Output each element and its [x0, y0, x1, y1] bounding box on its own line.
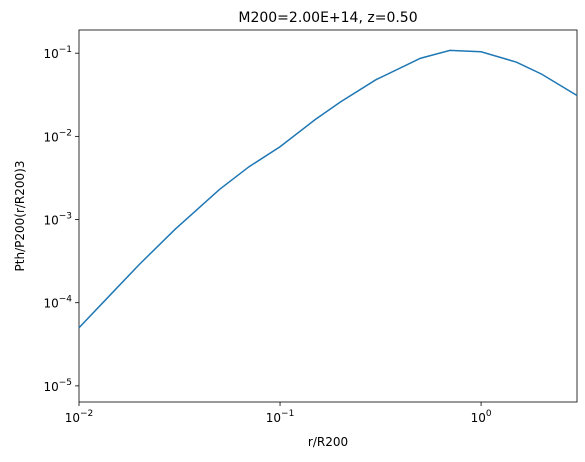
- y-tick-label: 10−4: [43, 295, 72, 311]
- line-series: [78, 49, 578, 329]
- x-tick-label: 10−1: [266, 409, 295, 425]
- y-tick-label: 10−1: [43, 45, 72, 61]
- y-tick-label: 10−5: [43, 378, 72, 394]
- x-axis-label: r/R200: [308, 435, 348, 449]
- y-tick-label: 10−2: [43, 128, 72, 144]
- y-tick-label: 10−3: [43, 212, 72, 228]
- chart-title: M200=2.00E+14, z=0.50: [238, 10, 417, 26]
- y-axis-label: Pth/P200(r/R200)3: [13, 161, 27, 272]
- x-tick-label: 100: [471, 409, 492, 425]
- x-tick-label: 10−2: [65, 409, 94, 425]
- plot-frame: [78, 29, 578, 403]
